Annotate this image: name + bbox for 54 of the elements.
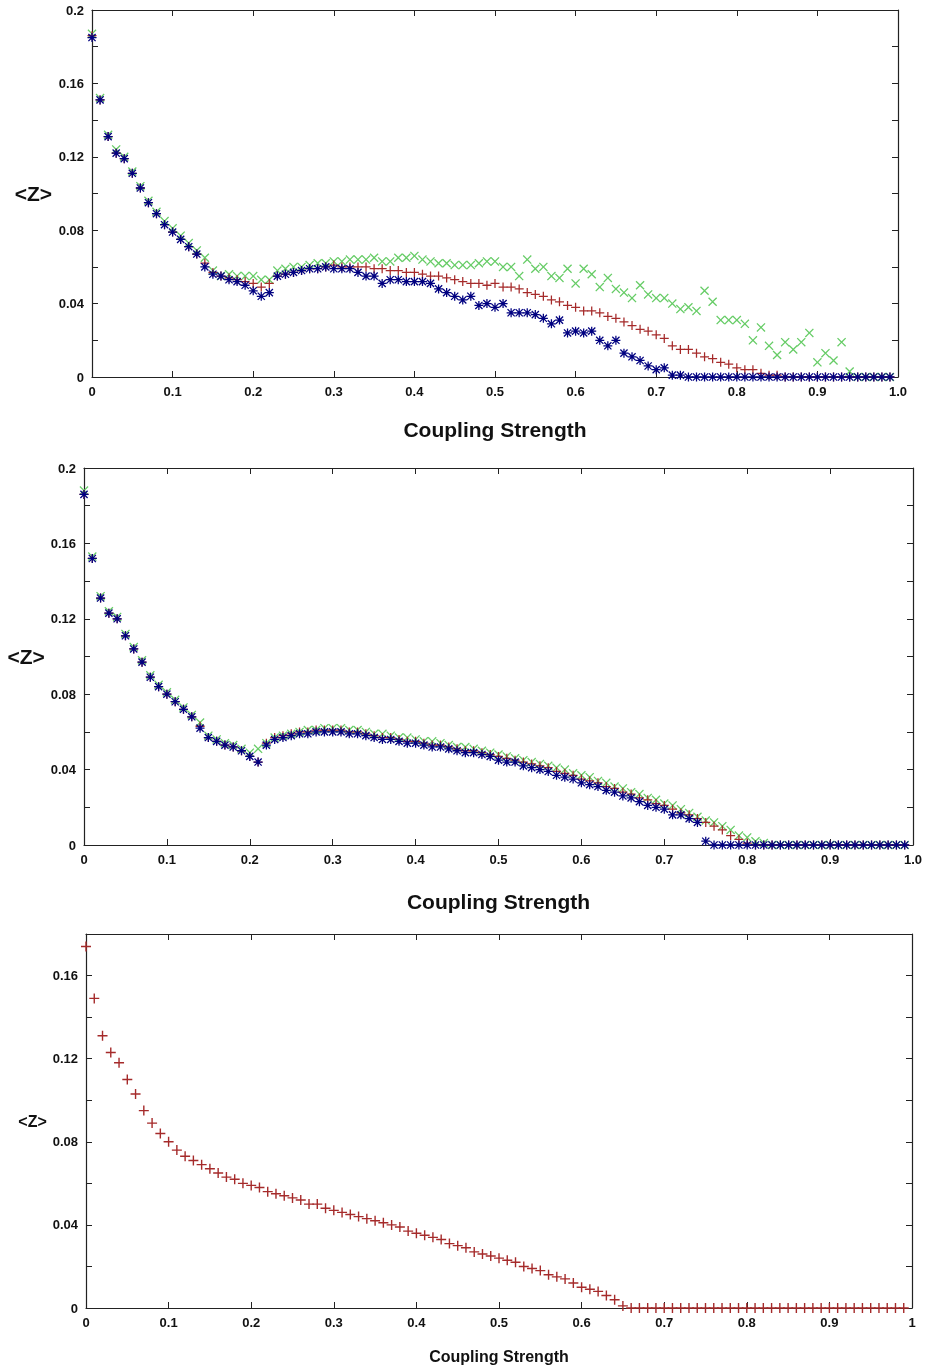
y-tick-label: 0	[70, 1300, 78, 1316]
y-axis-title: <Z>	[14, 182, 52, 205]
x-tick-label: 0.4	[405, 384, 425, 399]
x-tick-label: 1.0	[903, 852, 923, 867]
x-tick-label: 0.6	[566, 384, 585, 399]
x-tick-label: 0.9	[808, 384, 827, 399]
x-axis-title: Coupling Strength	[403, 418, 587, 441]
x-tick-label: 0.1	[159, 1315, 178, 1330]
x-tick-label: 0.8	[737, 1315, 756, 1330]
x-tick-label: 0.9	[821, 852, 840, 867]
y-tick-label: 0.04	[58, 296, 85, 312]
x-tick-label: 0.5	[489, 1315, 509, 1330]
x-tick-label: 0	[88, 384, 96, 399]
y-tick-label: 0.16	[50, 535, 76, 551]
y-tick-label: 0.12	[58, 149, 84, 165]
x-tick-label: 0.7	[647, 384, 666, 399]
x-tick-label: 0.1	[163, 384, 182, 399]
y-tick-label: 0	[76, 369, 84, 385]
x-axis-title: Coupling Strength	[429, 1347, 569, 1365]
y-tick-label: 0.08	[58, 222, 84, 238]
y-tick-label: 0.08	[50, 686, 76, 702]
y-tick-label: 0.16	[58, 75, 84, 91]
x-tick-label: 1.0	[888, 384, 908, 399]
x-tick-label: 0.4	[407, 1315, 427, 1330]
x-tick-label: 0.3	[324, 384, 343, 399]
y-tick-label: 0.12	[52, 1051, 78, 1067]
x-tick-label: 0.5	[489, 852, 508, 867]
y-tick-label: 0.04	[52, 1217, 79, 1233]
y-tick-label: 0.16	[52, 968, 78, 984]
x-tick-label: 0.5	[485, 384, 505, 399]
y-tick-label: 0.2	[65, 2, 84, 18]
y-axis-title: <Z>	[7, 645, 45, 668]
x-tick-label: 0.1	[157, 852, 176, 867]
x-tick-label: 0.9	[820, 1315, 839, 1330]
x-tick-label: 0.6	[572, 852, 591, 867]
x-tick-label: 0.7	[655, 1315, 674, 1330]
y-tick-label: 0.08	[52, 1134, 78, 1150]
x-tick-label: 0.2	[244, 384, 263, 399]
y-tick-label: 0.2	[57, 460, 76, 476]
x-tick-label: 0.8	[738, 852, 757, 867]
x-tick-label: 1	[908, 1315, 916, 1330]
x-tick-label: 0.8	[727, 384, 746, 399]
x-tick-label: 0.4	[406, 852, 426, 867]
y-tick-label: 0.04	[50, 762, 77, 778]
x-tick-label: 0.2	[240, 852, 259, 867]
y-tick-label: 0	[68, 837, 76, 853]
x-tick-label: 0.2	[242, 1315, 261, 1330]
x-tick-label: 0.3	[323, 852, 342, 867]
x-axis-title: Coupling Strength	[406, 890, 591, 913]
y-tick-label: 0.12	[50, 611, 76, 627]
y-axis-title: <Z>	[18, 1112, 47, 1130]
x-tick-label: 0.7	[655, 852, 674, 867]
x-tick-label: 0.6	[572, 1315, 591, 1330]
x-tick-label: 0.3	[324, 1315, 343, 1330]
